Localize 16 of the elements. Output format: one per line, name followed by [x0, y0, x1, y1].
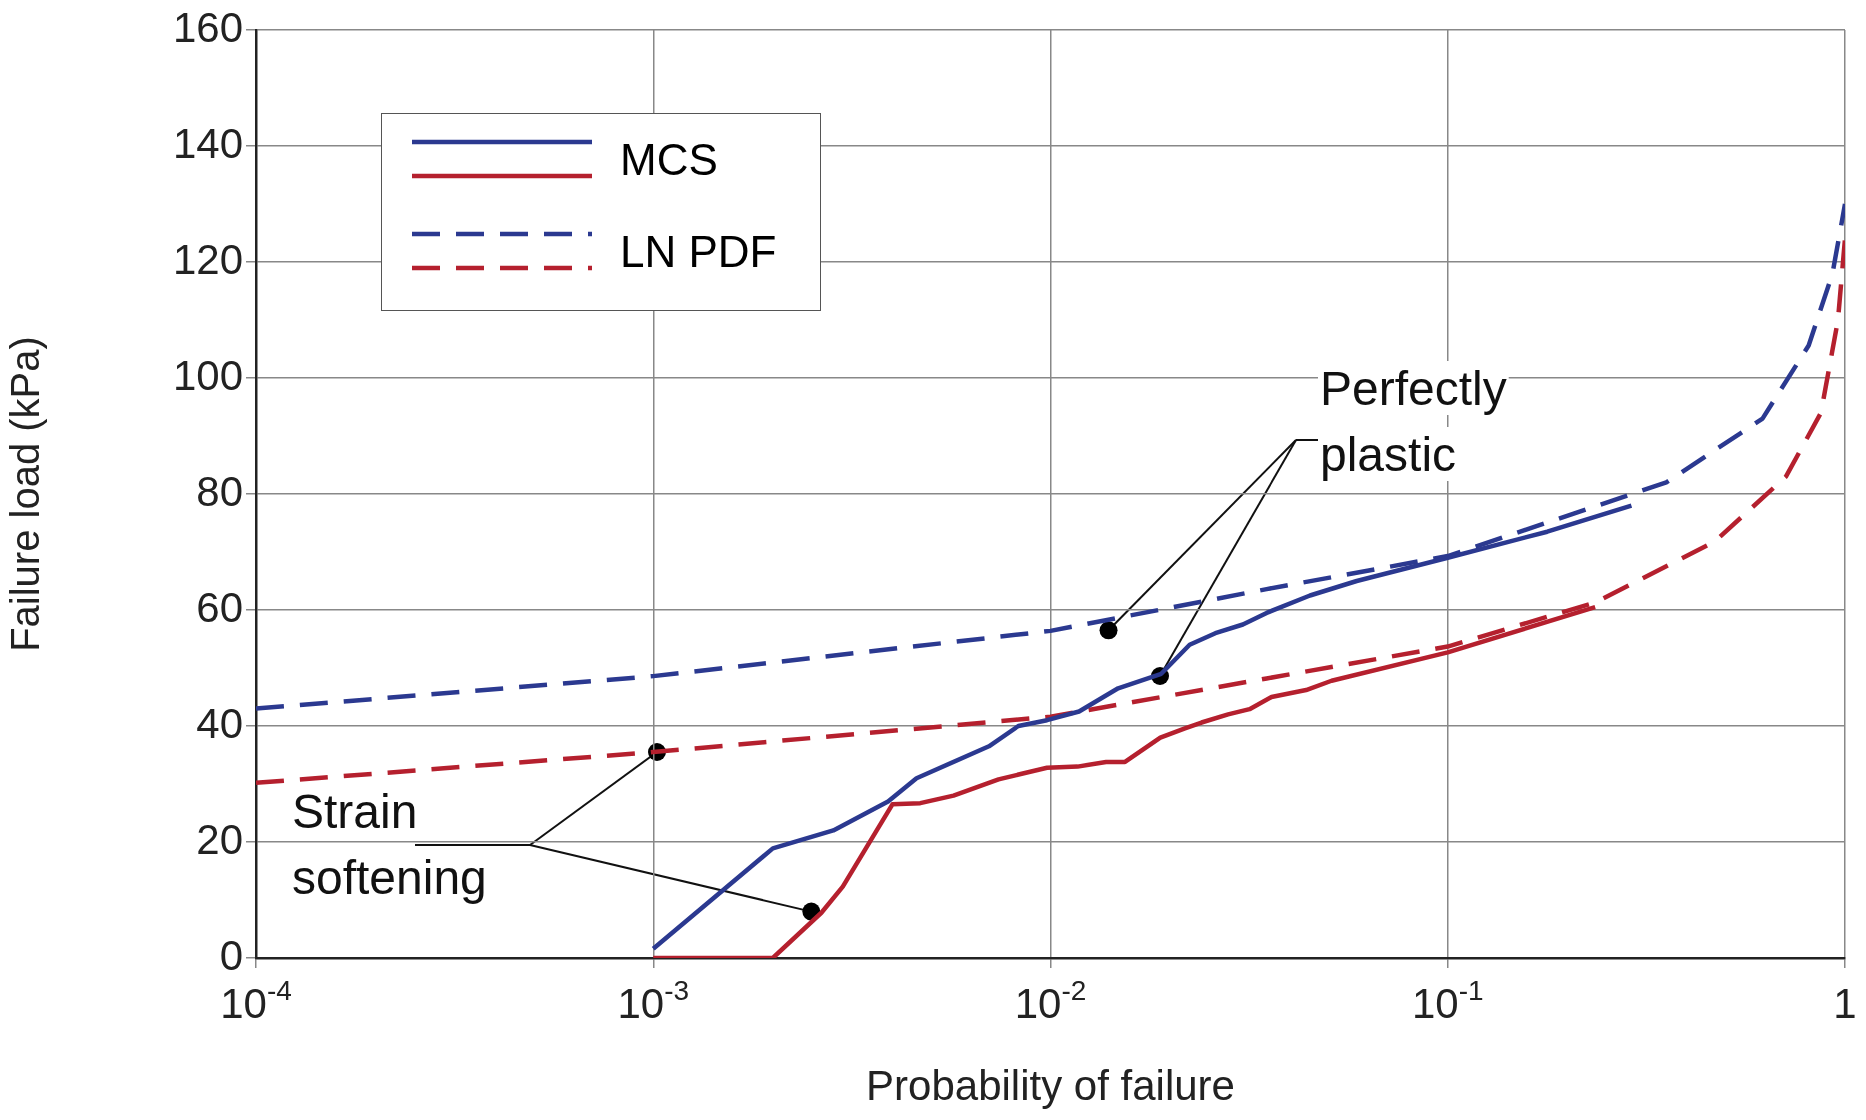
x-axis-title: Probability of failure	[866, 1062, 1235, 1110]
legend-label: LN PDF	[620, 227, 777, 277]
y-tick-label: 140	[172, 119, 243, 167]
y-tick-label: 160	[172, 3, 243, 51]
annotation: Perfectly plastic	[1320, 362, 1507, 481]
y-tick-label: 100	[172, 351, 243, 399]
y-tick-label: 120	[172, 235, 243, 283]
y-axis-title: Failure load (kPa)	[3, 336, 48, 652]
y-tick-label: 80	[196, 467, 243, 515]
y-tick-label: 0	[219, 931, 243, 979]
annotation: Strain softening	[292, 785, 487, 904]
x-tick-label: 1	[1833, 980, 1857, 1027]
y-tick-label: 60	[196, 583, 243, 631]
legend-label: MCS	[620, 135, 718, 185]
y-tick-label: 40	[196, 699, 243, 747]
y-tick-label: 20	[196, 815, 243, 863]
